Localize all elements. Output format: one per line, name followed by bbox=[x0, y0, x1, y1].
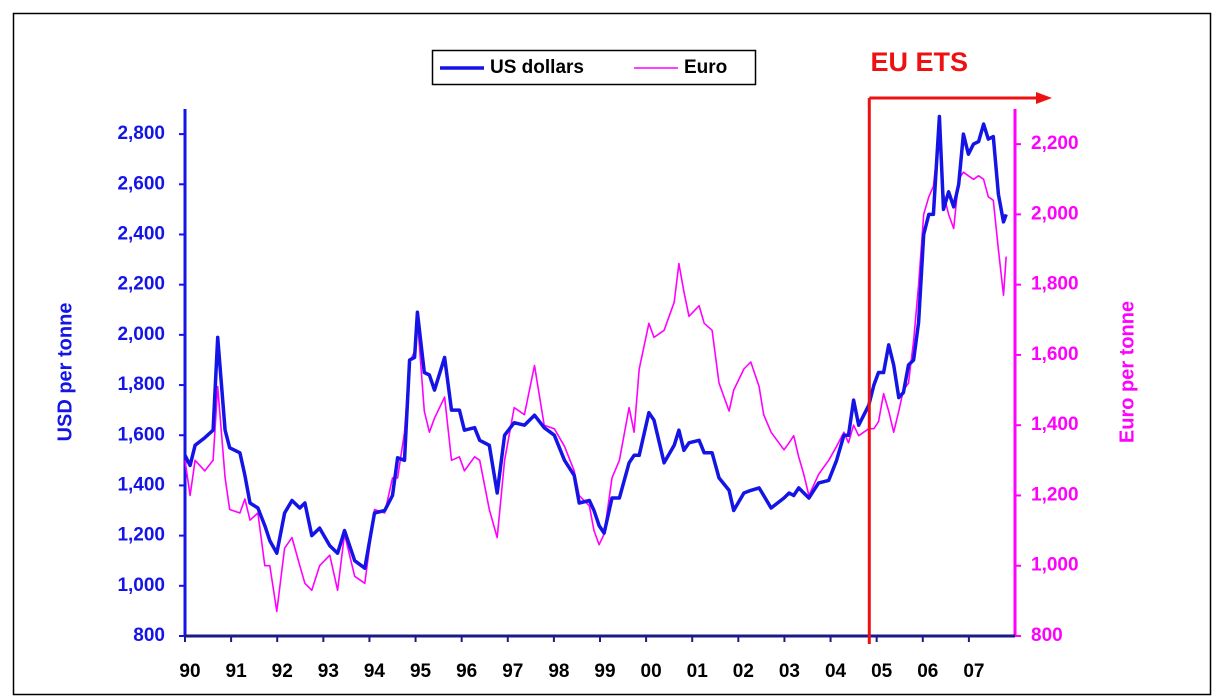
x-tick-label: 04 bbox=[825, 661, 847, 682]
y2-tick-label: 2,200 bbox=[1031, 133, 1079, 154]
line-series bbox=[183, 114, 1008, 570]
annotation-text: EU ETS bbox=[871, 47, 969, 77]
y-tick-label: 1,000 bbox=[117, 575, 165, 596]
x-tick-label: 90 bbox=[179, 661, 200, 682]
x-tick-label: 94 bbox=[364, 661, 386, 682]
y-tick-label: 2,200 bbox=[117, 274, 165, 295]
x-tick-label: 99 bbox=[594, 661, 615, 682]
y-tick-label: 2,000 bbox=[117, 324, 165, 345]
x-tick-label: 03 bbox=[779, 661, 800, 682]
x-tick-label: 91 bbox=[226, 661, 248, 682]
x-tick-label: 98 bbox=[548, 661, 569, 682]
y-tick-label: 2,400 bbox=[117, 223, 165, 244]
frame bbox=[12, 12, 1212, 696]
y2-tick-label: 2,000 bbox=[1031, 203, 1079, 224]
y-tick-label: 1,400 bbox=[117, 474, 165, 495]
x-tick-label: 96 bbox=[456, 661, 477, 682]
y2-axis-title: Euro per tonne bbox=[1116, 301, 1138, 443]
x-tick-label: 07 bbox=[963, 661, 984, 682]
y-tick-label: 2,800 bbox=[117, 123, 165, 144]
y2-tick-label: 1,000 bbox=[1031, 555, 1079, 576]
y-tick-label: 1,200 bbox=[117, 525, 165, 546]
y2-tick-label: 800 bbox=[1031, 625, 1063, 646]
y-tick-label: 2,600 bbox=[117, 173, 165, 194]
x-tick-label: 97 bbox=[502, 661, 523, 682]
x-tick-label: 05 bbox=[871, 661, 893, 682]
y2-tick-label: 1,800 bbox=[1031, 274, 1079, 295]
y-tick-label: 1,600 bbox=[117, 424, 165, 445]
legend-label: US dollars bbox=[490, 57, 584, 78]
x-tick-label: 00 bbox=[641, 661, 662, 682]
x-tick-label: 93 bbox=[318, 661, 339, 682]
y-tick-label: 1,800 bbox=[117, 374, 165, 395]
legend-label: Euro bbox=[684, 57, 727, 78]
y2-tick-label: 1,400 bbox=[1031, 414, 1079, 435]
x-tick-label: 06 bbox=[917, 661, 938, 682]
y-axis-title: USD per tonne bbox=[54, 303, 76, 442]
y-tick-label: 800 bbox=[133, 625, 165, 646]
y2-tick-label: 1,600 bbox=[1031, 344, 1079, 365]
legend-box bbox=[431, 49, 757, 86]
x-tick-label: 02 bbox=[733, 661, 754, 682]
x-tick-label: 92 bbox=[272, 661, 293, 682]
y2-tick-label: 1,200 bbox=[1031, 484, 1079, 505]
arrow-head bbox=[1036, 92, 1052, 104]
x-tick-label: 01 bbox=[687, 661, 709, 682]
x-tick-label: 95 bbox=[410, 661, 432, 682]
line-series bbox=[184, 129, 1007, 613]
